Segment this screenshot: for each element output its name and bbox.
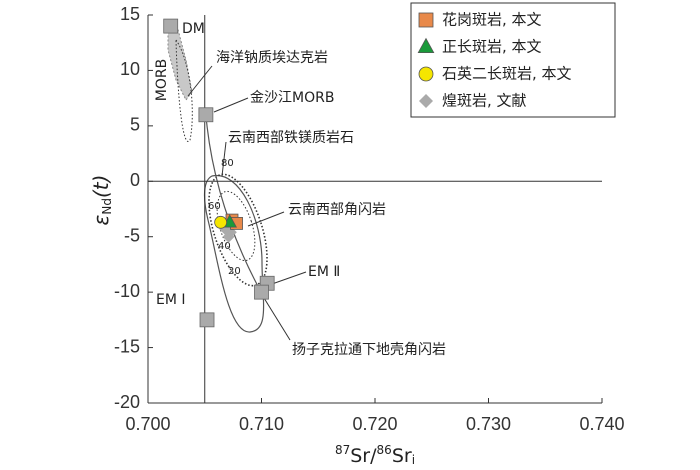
lower-crust-field — [203, 175, 265, 333]
x-tick-label: 0.710 — [239, 414, 284, 434]
annotation: EM Ⅰ — [156, 292, 186, 308]
marker-square — [163, 18, 179, 34]
leader — [271, 271, 307, 285]
y-tick-label: 5 — [130, 115, 140, 135]
legend-label: 花岗斑岩, 本文 — [442, 11, 542, 29]
legend — [410, 2, 616, 118]
y-tick-label: -10 — [114, 281, 140, 301]
y-tick-label: 0 — [130, 170, 140, 190]
x-axis-label: 87Sr/86Sri — [335, 443, 415, 467]
legend-label: 正长斑岩, 本文 — [442, 38, 542, 56]
legend-marker — [418, 66, 434, 82]
leader — [221, 141, 227, 177]
mixing-label: 20 — [228, 266, 241, 277]
y-tick-label: 10 — [120, 59, 140, 79]
annotation: MORB — [154, 59, 170, 101]
annotation: 云南西部铁镁质岩石 — [228, 130, 354, 146]
x-tick-label: 0.740 — [579, 414, 624, 434]
annotation: EM Ⅱ — [308, 264, 340, 280]
legend-marker — [417, 37, 435, 53]
x-tick-label: 0.730 — [466, 414, 511, 434]
marker-square — [254, 284, 269, 300]
marker-square — [199, 312, 215, 328]
annotation: 云南西部角闪岩 — [288, 202, 386, 218]
annotation: 海洋钠质埃达克岩 — [216, 50, 328, 66]
leader — [187, 65, 213, 97]
annotation: 金沙江MORB — [250, 90, 334, 106]
dm-morb-field — [167, 19, 193, 101]
annotation: 扬子克拉通下地壳角闪岩 — [292, 341, 446, 358]
annotation: DM — [182, 21, 205, 37]
y-tick-label: -5 — [124, 225, 140, 245]
adakite-field — [175, 38, 193, 142]
legend-label: 煌斑岩, 文献 — [442, 92, 527, 110]
mixing-label: 60 — [208, 201, 221, 212]
y-tick-label: -20 — [114, 392, 140, 412]
mixing-curve — [205, 115, 262, 293]
mixing-label: 40 — [218, 241, 231, 252]
x-tick-label: 0.720 — [352, 414, 397, 434]
leader — [247, 211, 285, 227]
marker-circle — [214, 215, 228, 229]
x-tick-label: 0.700 — [125, 414, 170, 434]
y-tick-label: 15 — [120, 4, 140, 24]
mixing-label: 80 — [221, 158, 234, 169]
legend-marker — [419, 94, 433, 108]
legend-label: 石英二长斑岩, 本文 — [442, 65, 572, 83]
marker-square — [198, 107, 214, 123]
legend-marker — [418, 12, 434, 28]
leader — [213, 97, 249, 113]
amphibolite-field — [216, 190, 256, 262]
y-axis-label: εNd(t) — [89, 175, 114, 226]
leader — [263, 297, 291, 341]
y-tick-label: -15 — [114, 336, 140, 356]
